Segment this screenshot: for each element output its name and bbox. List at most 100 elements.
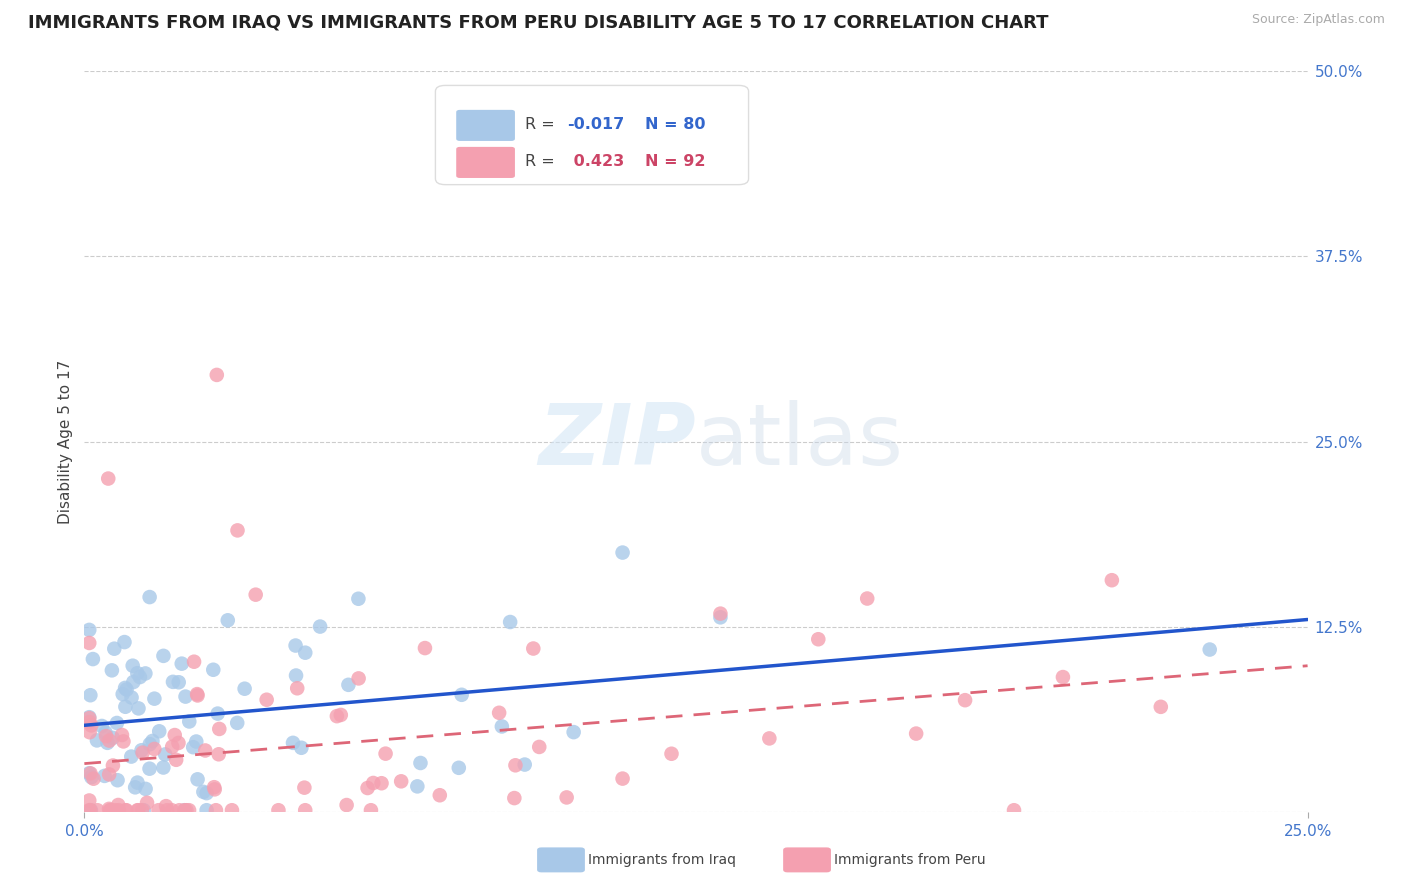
Point	[281, 736, 304, 750]
Point	[132, 803, 155, 817]
Point	[389, 774, 412, 789]
Point	[1150, 699, 1173, 714]
Point	[499, 615, 522, 629]
Point	[1002, 803, 1025, 817]
Point	[309, 619, 332, 633]
Point	[905, 726, 928, 740]
Point	[82, 652, 104, 666]
Point	[169, 803, 191, 817]
Point	[226, 524, 249, 538]
Point	[174, 690, 197, 704]
Point	[807, 632, 830, 647]
Point	[513, 757, 536, 772]
Point	[347, 672, 370, 686]
Point	[143, 691, 166, 706]
Point	[176, 803, 198, 817]
Point	[114, 699, 136, 714]
Point	[77, 715, 100, 730]
Point	[503, 791, 526, 805]
FancyBboxPatch shape	[456, 147, 515, 178]
Point	[370, 776, 392, 790]
Point	[181, 740, 204, 755]
Text: R =: R =	[524, 117, 560, 132]
Point	[86, 733, 108, 747]
Point	[114, 803, 136, 817]
Point	[148, 724, 170, 739]
Point	[77, 793, 100, 807]
Point	[131, 803, 153, 817]
Point	[77, 710, 100, 724]
Point	[661, 747, 683, 761]
Text: atlas: atlas	[696, 400, 904, 483]
Point	[134, 666, 156, 681]
Point	[86, 803, 108, 817]
Point	[187, 772, 209, 787]
Point	[136, 796, 159, 810]
Text: R =: R =	[524, 154, 560, 169]
Point	[80, 770, 103, 784]
Point	[83, 772, 105, 786]
Point	[187, 689, 209, 703]
Point	[562, 725, 585, 739]
Point	[177, 803, 200, 817]
Point	[79, 803, 101, 817]
Text: Immigrants from Iraq: Immigrants from Iraq	[588, 853, 735, 867]
Point	[77, 623, 100, 637]
Point	[165, 753, 187, 767]
Point	[186, 734, 208, 748]
Point	[167, 675, 190, 690]
Point	[124, 780, 146, 795]
Point	[290, 740, 312, 755]
Point	[114, 681, 136, 695]
Point	[208, 747, 231, 762]
Point	[108, 803, 131, 817]
Point	[121, 658, 143, 673]
Point	[77, 636, 100, 650]
Point	[204, 782, 226, 797]
Point	[337, 678, 360, 692]
Point	[491, 719, 513, 733]
Point	[98, 767, 121, 781]
Point	[326, 709, 349, 723]
Point	[329, 708, 352, 723]
Text: Source: ZipAtlas.com: Source: ZipAtlas.com	[1251, 13, 1385, 27]
Point	[143, 742, 166, 756]
Point	[127, 775, 149, 789]
Point	[98, 733, 121, 747]
Point	[284, 639, 307, 653]
Point	[101, 731, 124, 745]
Point	[152, 648, 174, 663]
Point	[186, 687, 208, 701]
Point	[285, 668, 308, 682]
Point	[447, 761, 470, 775]
Text: -0.017: -0.017	[568, 117, 624, 132]
Point	[522, 641, 544, 656]
Text: IMMIGRANTS FROM IRAQ VS IMMIGRANTS FROM PERU DISABILITY AGE 5 TO 17 CORRELATION : IMMIGRANTS FROM IRAQ VS IMMIGRANTS FROM …	[28, 13, 1049, 31]
Point	[120, 749, 142, 764]
Point	[294, 646, 316, 660]
Point	[129, 670, 152, 684]
Point	[138, 762, 160, 776]
Point	[135, 781, 157, 796]
Point	[208, 722, 231, 736]
Point	[141, 734, 163, 748]
Point	[131, 743, 153, 757]
Point	[205, 368, 228, 382]
Y-axis label: Disability Age 5 to 17: Disability Age 5 to 17	[58, 359, 73, 524]
Point	[207, 706, 229, 721]
Point	[79, 766, 101, 780]
Point	[409, 756, 432, 770]
Point	[111, 687, 134, 701]
Point	[173, 803, 195, 817]
Point	[202, 663, 225, 677]
Point	[953, 693, 976, 707]
Point	[105, 716, 128, 731]
Point	[127, 803, 149, 817]
Point	[179, 714, 201, 729]
Point	[205, 803, 228, 817]
Point	[115, 803, 138, 817]
Point	[107, 797, 129, 812]
Point	[1052, 670, 1074, 684]
Point	[450, 688, 472, 702]
Text: N = 80: N = 80	[644, 117, 704, 132]
